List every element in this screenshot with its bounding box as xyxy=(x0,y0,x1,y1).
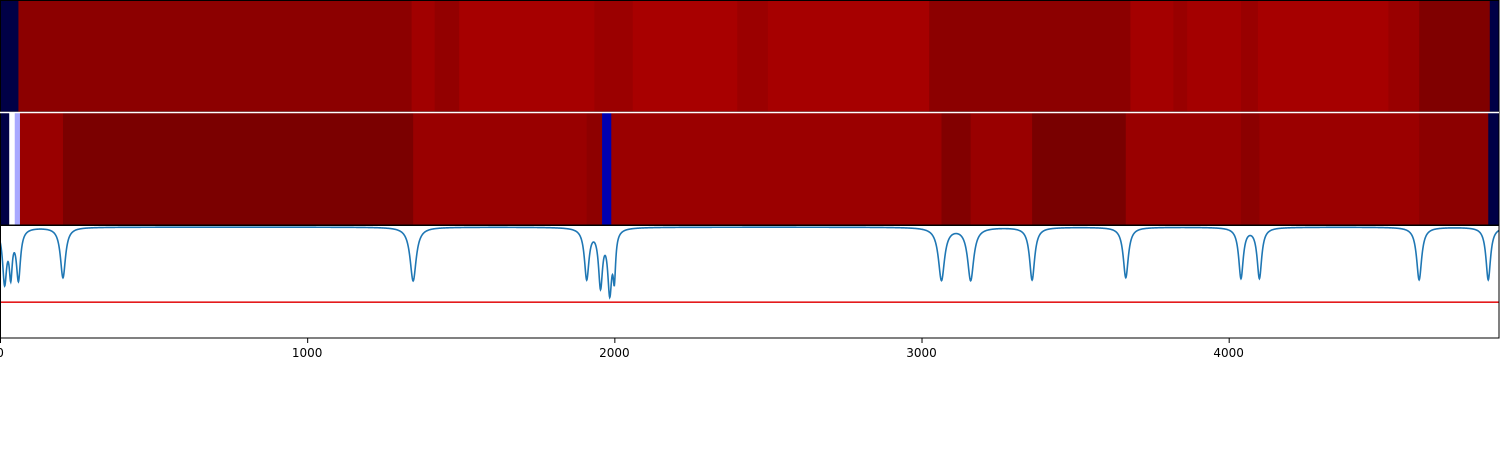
heatmap-cell-1-10 xyxy=(970,113,1033,225)
heatmap-cell-0-6 xyxy=(632,1,738,112)
heatmap-cell-0-9 xyxy=(929,1,1131,112)
heatmap-cell-0-17 xyxy=(1489,1,1500,112)
heatmap-cell-0-3 xyxy=(434,1,460,112)
line-panel-bottom xyxy=(0,225,1500,339)
heatmap-cell-0-14 xyxy=(1257,1,1389,112)
heatmap-cell-1-7 xyxy=(602,113,612,225)
heatmap-cell-0-11 xyxy=(1173,1,1188,112)
heatmap-cell-1-6 xyxy=(586,113,603,225)
heatmap-cell-1-15 xyxy=(1419,113,1489,225)
heatmap-cell-0-0 xyxy=(0,1,19,112)
heatmap-panel-middle xyxy=(0,111,1500,226)
heatmap-cell-1-16 xyxy=(1488,113,1500,225)
heatmap-cell-1-2 xyxy=(14,113,21,225)
heatmap-cell-1-12 xyxy=(1125,113,1242,225)
heatmap-cell-0-7 xyxy=(737,1,769,112)
panel-frame-2 xyxy=(0,225,1500,339)
heatmap-cell-1-8 xyxy=(611,113,942,225)
heatmap-cell-0-8 xyxy=(767,1,930,112)
x-tick-label-3: 3000 xyxy=(906,346,937,360)
heatmap-cell-0-10 xyxy=(1130,1,1174,112)
heatmap-cell-1-0 xyxy=(0,113,10,225)
heatmap-cell-0-5 xyxy=(594,1,634,112)
x-tick-label-0: 0 xyxy=(0,346,4,360)
heatmap-cell-1-13 xyxy=(1240,113,1260,225)
heatmap-cell-0-2 xyxy=(411,1,436,112)
heatmap-cell-0-13 xyxy=(1240,1,1259,112)
heatmap-cell-1-14 xyxy=(1259,113,1420,225)
heatmap-cell-0-15 xyxy=(1388,1,1420,112)
heatmap-panel-top xyxy=(0,0,1500,113)
series-line-0 xyxy=(0,226,1500,300)
heatmap-cell-1-4 xyxy=(62,113,414,225)
heatmap-cell-1-5 xyxy=(413,113,588,225)
x-axis: 0 1000 2000 3000 4000 xyxy=(0,338,1244,360)
x-tick-label-2: 2000 xyxy=(599,346,630,360)
x-tick-label-4: 4000 xyxy=(1213,346,1244,360)
heatmap-cell-1-11 xyxy=(1032,113,1127,225)
heatmap-cell-1-1 xyxy=(9,113,16,225)
heatmap-cell-0-16 xyxy=(1419,1,1491,112)
heatmap-cell-1-9 xyxy=(941,113,972,225)
heatmap-cell-0-12 xyxy=(1187,1,1242,112)
heatmap-cell-1-3 xyxy=(19,113,64,225)
heatmap-cell-0-1 xyxy=(18,1,413,112)
x-tick-label-1: 1000 xyxy=(292,346,323,360)
heatmap-cell-0-4 xyxy=(459,1,595,112)
